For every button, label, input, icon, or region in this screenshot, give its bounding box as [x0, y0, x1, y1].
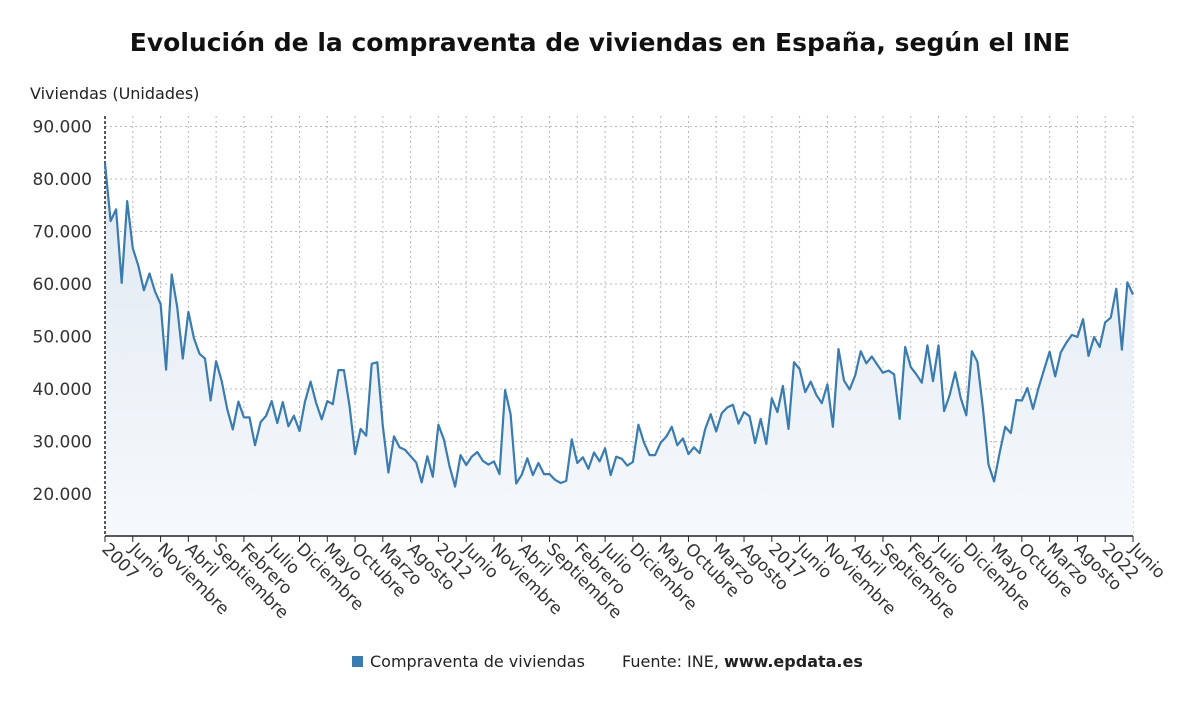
- source-site: www.epdata.es: [724, 652, 863, 671]
- axes: [104, 116, 1134, 542]
- y-tick-label: 30.000: [33, 433, 92, 453]
- y-tick-label: 60.000: [33, 275, 92, 295]
- area-fill: [105, 163, 1133, 537]
- chart-title: Evolución de la compraventa de viviendas…: [129, 28, 1071, 57]
- y-tick-label: 70.000: [33, 223, 92, 243]
- legend-swatch: [352, 656, 363, 667]
- series-line: [103, 163, 1134, 488]
- source-credit: Fuente: INE, www.epdata.es: [622, 652, 863, 671]
- y-tick-label: 20.000: [33, 485, 92, 505]
- x-tick-labels: 2007JunioNoviembreAbrilSeptiembreFebrero…: [97, 539, 1169, 623]
- series-area: [105, 163, 1133, 537]
- y-tick-labels: 20.000 30.000 40.000 50.000 60.000 70.000 80.0…: [33, 118, 92, 506]
- y-axis-label: Viviendas (Unidades): [30, 84, 200, 103]
- source-label: Fuente: INE,: [622, 652, 719, 671]
- y-tick-label: 80.000: [33, 170, 92, 190]
- y-tick-label: 50.000: [33, 328, 92, 348]
- legend-label: Compraventa de viviendas: [370, 652, 585, 671]
- series-line-layer: [103, 163, 1134, 488]
- y-tick-label: 40.000: [33, 380, 92, 400]
- y-tick-label: 90.000: [33, 118, 92, 138]
- legend: Compraventa de viviendas: [352, 652, 585, 671]
